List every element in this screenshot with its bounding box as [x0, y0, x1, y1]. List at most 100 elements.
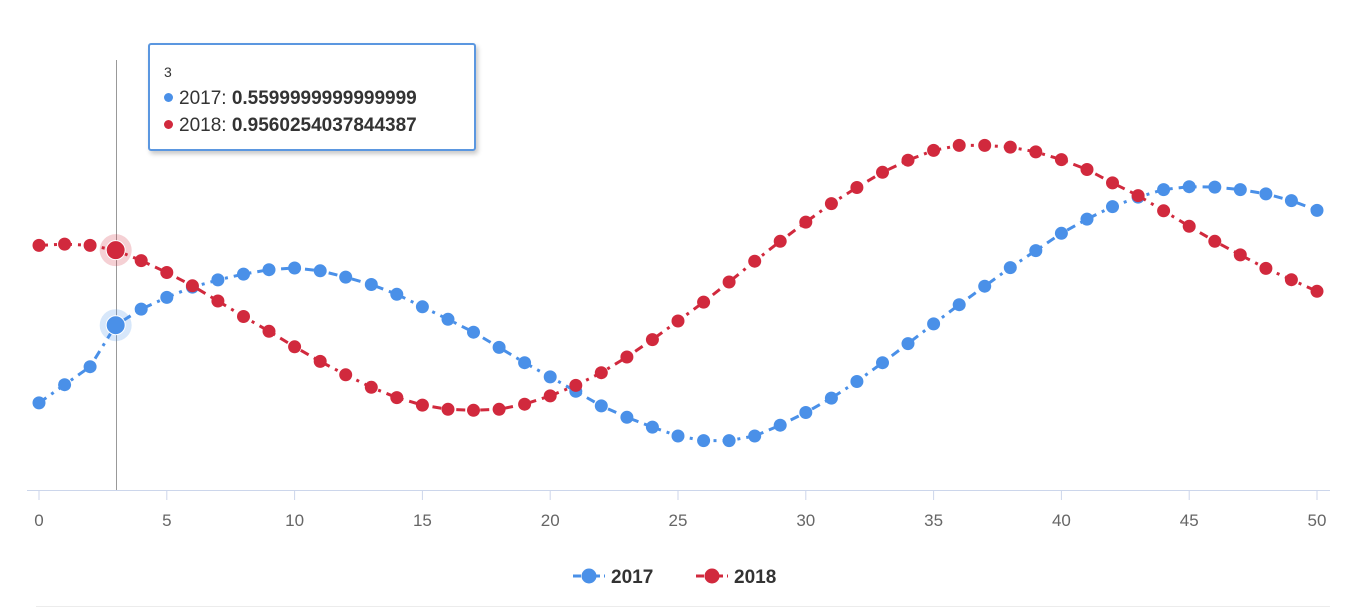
point-2018-1 [58, 237, 72, 251]
point-2017-23 [620, 410, 634, 424]
point-2018-40 [1054, 153, 1068, 167]
x-tick-label-25: 25 [669, 511, 688, 530]
point-2017-36 [952, 298, 966, 312]
tooltip-row-2018: 2018: 0.9560254037844387 [164, 112, 474, 139]
point-2017-16 [441, 312, 455, 326]
point-2017-42 [1106, 200, 1119, 214]
point-2018-37 [978, 138, 992, 152]
tooltip-2017-label: 2017: [179, 88, 232, 109]
point-2017-20 [543, 370, 557, 384]
point-2018-48 [1259, 261, 1273, 275]
point-2017-4 [134, 302, 148, 316]
point-2017-32 [850, 375, 864, 388]
tooltip-header: 3 [164, 64, 172, 80]
x-tick-label-50: 50 [1308, 511, 1327, 530]
point-2018-11 [313, 354, 327, 368]
point-2017-5 [160, 290, 174, 304]
point-2018-10 [288, 340, 302, 354]
point-2018-5 [160, 266, 174, 279]
point-2018-4 [134, 254, 148, 268]
point-2017-9 [262, 263, 276, 277]
point-2018-0 [32, 238, 46, 252]
point-2017-27 [722, 434, 736, 448]
point-2018-12 [339, 368, 353, 382]
point-2018-13 [364, 380, 378, 394]
legend-label-2018: 2018 [734, 567, 776, 588]
x-tick-label-15: 15 [413, 511, 432, 530]
point-2018-46 [1208, 234, 1222, 248]
point-2018-33 [876, 165, 889, 179]
point-2018-31 [824, 197, 838, 211]
series-line-2017 [38, 185, 1318, 443]
point-2017-49 [1284, 194, 1298, 208]
point-2018-44 [1157, 204, 1171, 218]
x-tick-label-35: 35 [924, 511, 943, 530]
point-2018-16 [441, 402, 455, 416]
point-2017-30 [799, 406, 813, 419]
point-2018-43 [1131, 189, 1145, 203]
point-2017-34 [901, 337, 915, 351]
x-tick-label-45: 45 [1180, 511, 1199, 530]
point-2017-12 [339, 270, 353, 284]
point-2018-32 [850, 181, 864, 194]
point-2017-17 [467, 325, 480, 339]
point-2018-47 [1233, 248, 1247, 262]
point-2018-38 [1003, 140, 1017, 154]
point-2017-24 [645, 420, 659, 434]
point-2017-11 [313, 264, 327, 278]
tooltip: 3 2017: 0.5599999999999999 2018: 0.95602… [148, 43, 476, 151]
point-2017-40 [1054, 226, 1068, 240]
point-2018-29 [773, 234, 787, 248]
legend-marker-2017 [581, 568, 597, 584]
tooltip-row-2017: 2017: 0.5599999999999999 [164, 85, 474, 112]
point-2017-48 [1259, 187, 1273, 201]
point-2017-15 [415, 300, 429, 314]
tooltip-2018-label: 2018: [179, 115, 232, 136]
legend-label-2017: 2017 [611, 567, 653, 588]
point-2018-20 [543, 389, 557, 403]
point-2018-30 [799, 215, 813, 229]
legend-marker-2018 [704, 568, 720, 584]
point-2018-24 [645, 333, 659, 347]
point-2018-15 [415, 398, 429, 412]
point-2018-34 [901, 153, 915, 167]
point-2018-42 [1106, 176, 1119, 190]
point-2017-13 [364, 278, 378, 291]
point-2017-8 [237, 267, 250, 281]
hover-marker-2017 [105, 315, 126, 336]
x-tick-label-5: 5 [162, 511, 171, 530]
point-2018-23 [620, 350, 634, 364]
series-line-2018 [38, 143, 1318, 412]
point-2017-19 [518, 356, 532, 370]
hover-marker-2018 [105, 240, 126, 261]
plot-area: 0 5 10 15 20 25 30 35 40 45 50 [27, 60, 1330, 530]
point-2017-28 [748, 429, 762, 443]
point-2018-27 [722, 275, 736, 289]
point-2018-41 [1080, 163, 1094, 176]
point-2018-26 [697, 295, 711, 309]
point-2018-19 [518, 397, 532, 411]
point-2018-18 [492, 402, 506, 416]
point-2018-17 [467, 403, 480, 417]
bottom-divider [36, 606, 1330, 607]
point-2017-26 [697, 434, 711, 448]
point-2018-45 [1182, 219, 1196, 233]
tooltip-2018-value: 0.9560254037844387 [231, 115, 417, 136]
point-2017-25 [671, 429, 685, 443]
point-2018-9 [262, 324, 276, 338]
point-2017-47 [1233, 183, 1247, 197]
point-2017-39 [1029, 244, 1043, 258]
x-tick-label-10: 10 [285, 511, 304, 530]
point-2017-50 [1310, 203, 1324, 217]
point-2018-8 [237, 310, 250, 323]
x-tick-label-40: 40 [1052, 511, 1071, 530]
point-2017-44 [1157, 183, 1171, 197]
point-2018-7 [211, 294, 225, 308]
point-2017-2 [83, 360, 97, 374]
point-2017-1 [58, 378, 72, 392]
point-2017-7 [211, 273, 225, 287]
x-tick-label-30: 30 [796, 511, 815, 530]
point-2017-33 [876, 356, 889, 370]
point-2018-21 [569, 378, 583, 392]
